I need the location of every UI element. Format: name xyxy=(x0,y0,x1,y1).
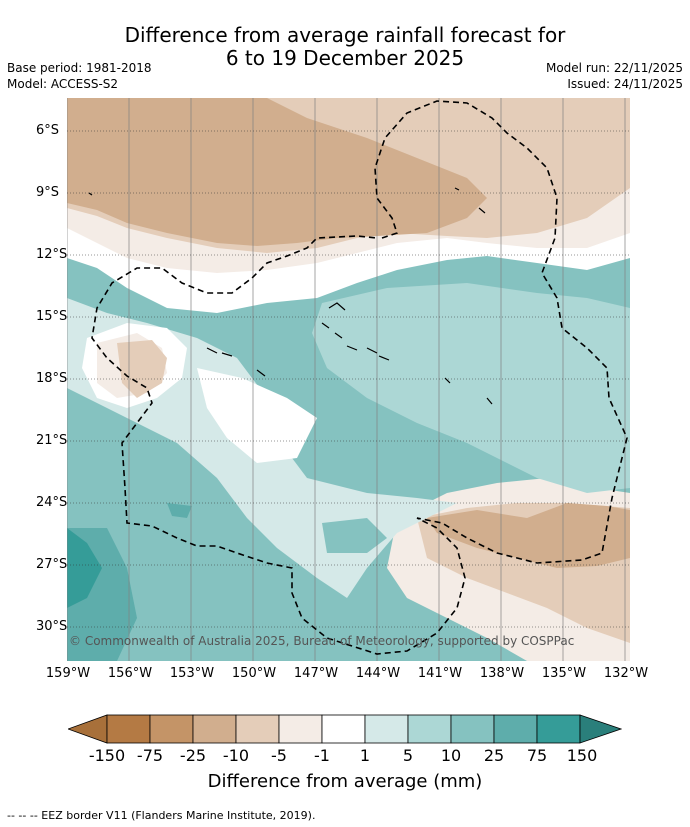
colorbar-swatch xyxy=(192,714,237,744)
fill-minus-10-to-minus-25 xyxy=(427,503,630,568)
colorbar-title: Difference from average (mm) xyxy=(207,771,483,792)
lat-label: 15°S xyxy=(36,309,68,324)
fill-minus-10-to-minus-25 xyxy=(67,98,487,246)
colorbar-right-extension xyxy=(579,714,622,744)
longitude-gridlines xyxy=(67,98,626,661)
island xyxy=(328,302,346,311)
island xyxy=(321,322,358,351)
colorbar-label: 25 xyxy=(483,746,505,765)
eez-legend: -- -- -- EEZ border V11 (Flanders Marine… xyxy=(7,809,316,822)
lat-label: 6°S xyxy=(36,123,60,138)
island xyxy=(206,347,233,357)
copyright-notice: © Commonwealth of Australia 2025, Bureau… xyxy=(69,634,575,648)
lat-label: 24°S xyxy=(36,495,68,510)
eez-borders xyxy=(91,100,628,655)
lat-label: 12°S xyxy=(36,247,68,262)
colorbar-label: 5 xyxy=(402,746,414,765)
lon-label: 135°W xyxy=(541,666,587,681)
colorbar-left-extension xyxy=(68,714,108,744)
island-outlines xyxy=(88,187,493,405)
colorbar-swatch xyxy=(493,714,538,744)
colorbar-label: 150 xyxy=(566,746,598,765)
issued-date: Issued: 24/11/2025 xyxy=(567,77,683,91)
latitude-gridlines xyxy=(67,130,630,628)
rainfall-anomaly-map xyxy=(67,98,630,661)
fill-5-to-10 xyxy=(312,283,630,493)
title-line-2: 6 to 19 December 2025 xyxy=(225,46,465,70)
island xyxy=(256,369,266,377)
colorbar-swatch xyxy=(278,714,323,744)
colorbar-label: 10 xyxy=(440,746,462,765)
lat-label: 18°S xyxy=(36,371,68,386)
lon-label: 144°W xyxy=(355,666,401,681)
fill-10-to-25 xyxy=(322,518,387,553)
base-period: Base period: 1981-2018 xyxy=(7,61,152,75)
colorbar-swatch xyxy=(235,714,280,744)
fill-75-to-150 xyxy=(67,528,102,608)
colorbar xyxy=(68,714,622,744)
lon-label: 153°W xyxy=(169,666,215,681)
island xyxy=(366,347,390,361)
colorbar-label: -5 xyxy=(271,746,287,765)
meta-right: Model run: 22/11/2025 Issued: 24/11/2025 xyxy=(546,60,683,92)
lat-label: 21°S xyxy=(36,433,68,448)
lon-label: 150°W xyxy=(231,666,277,681)
model-run: Model run: 22/11/2025 xyxy=(545,61,683,75)
island xyxy=(88,192,93,196)
lon-label: 147°W xyxy=(293,666,339,681)
lat-label: 30°S xyxy=(36,619,68,634)
lon-label: 138°W xyxy=(479,666,525,681)
model-name: Model: ACCESS-S2 xyxy=(7,77,119,91)
colorbar-swatch xyxy=(321,714,366,744)
colorbar-label: -10 xyxy=(222,746,250,765)
colorbar-label: 75 xyxy=(526,746,548,765)
lat-label: 9°S xyxy=(36,185,60,200)
colorbar-label: -1 xyxy=(314,746,330,765)
colorbar-label: 1 xyxy=(359,746,371,765)
lon-label: 132°W xyxy=(603,666,649,681)
colorbar-swatch xyxy=(450,714,495,744)
fill-25-to-75 xyxy=(167,503,192,518)
colorbar-label: -150 xyxy=(88,746,126,765)
colorbar-swatch xyxy=(149,714,194,744)
colorbar-swatch xyxy=(106,714,151,744)
island xyxy=(444,377,493,405)
fill-minus-5-to-minus-10 xyxy=(117,340,167,398)
colorbar-swatch xyxy=(536,714,581,744)
eez-border-line xyxy=(91,100,628,655)
contour-fills xyxy=(67,98,630,661)
lat-label: 27°S xyxy=(36,557,68,572)
colorbar-swatch xyxy=(407,714,452,744)
title-line-1: Difference from average rainfall forecas… xyxy=(124,23,566,47)
fill-neutral xyxy=(197,368,317,463)
colorbar-swatch xyxy=(364,714,409,744)
lon-label: 159°W xyxy=(45,666,91,681)
map-title: Difference from average rainfall forecas… xyxy=(0,24,690,70)
lon-label: 141°W xyxy=(417,666,463,681)
colorbar-label: -75 xyxy=(136,746,164,765)
colorbar-label: -25 xyxy=(179,746,207,765)
lon-label: 156°W xyxy=(107,666,153,681)
meta-left: Base period: 1981-2018 Model: ACCESS-S2 xyxy=(7,60,152,92)
island xyxy=(454,187,486,214)
